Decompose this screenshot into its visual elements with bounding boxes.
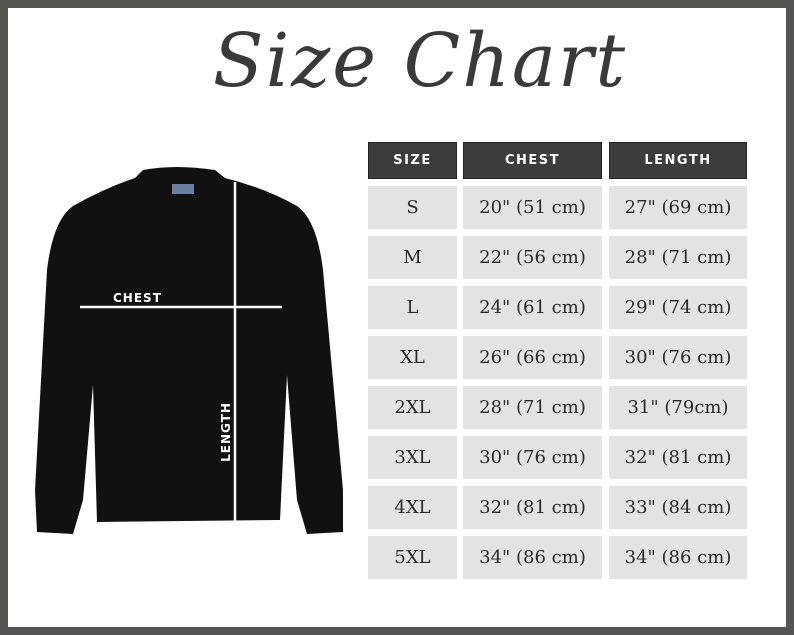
- length-label: LENGTH: [218, 402, 233, 462]
- page-title: Size Chart: [212, 18, 628, 104]
- header-chest: CHEST: [463, 142, 602, 179]
- size-cell: L: [368, 286, 457, 329]
- chest-cell: 28" (71 cm): [463, 386, 602, 429]
- size-cell: M: [368, 236, 457, 279]
- size-cell: 4XL: [368, 486, 457, 529]
- size-cell: S: [368, 186, 457, 229]
- chest-label: CHEST: [113, 291, 162, 305]
- sweatshirt-image: [35, 167, 343, 534]
- length-cell: 34" (86 cm): [609, 536, 747, 579]
- size-cell: 2XL: [368, 386, 457, 429]
- header-length: LENGTH: [609, 142, 747, 179]
- length-cell: 30" (76 cm): [609, 336, 747, 379]
- chest-cell: 20" (51 cm): [463, 186, 602, 229]
- chest-cell: 30" (76 cm): [463, 436, 602, 479]
- chest-cell: 34" (86 cm): [463, 536, 602, 579]
- chest-cell: 22" (56 cm): [463, 236, 602, 279]
- size-cell: 5XL: [368, 536, 457, 579]
- chest-cell: 24" (61 cm): [463, 286, 602, 329]
- length-cell: 28" (71 cm): [609, 236, 747, 279]
- size-cell: XL: [368, 336, 457, 379]
- length-cell: 29" (74 cm): [609, 286, 747, 329]
- length-cell: 27" (69 cm): [609, 186, 747, 229]
- header-size: SIZE: [368, 142, 457, 179]
- size-cell: 3XL: [368, 436, 457, 479]
- length-cell: 33" (84 cm): [609, 486, 747, 529]
- chest-cell: 32" (81 cm): [463, 486, 602, 529]
- length-cell: 31" (79cm): [609, 386, 747, 429]
- length-cell: 32" (81 cm): [609, 436, 747, 479]
- chest-cell: 26" (66 cm): [463, 336, 602, 379]
